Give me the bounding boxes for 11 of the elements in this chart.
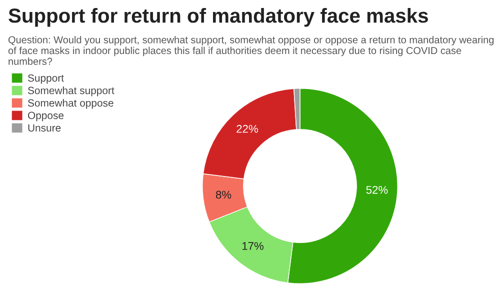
legend-label: Somewhat oppose [28, 99, 114, 109]
data-label: 52% [366, 186, 388, 194]
legend-label: Somewhat support [28, 86, 114, 96]
data-label: 17% [242, 242, 264, 250]
chart-subtitle: Question: Would you support, somewhat support, somewhat oppose or oppose a return to mandatory wearing of face masks in indoor public places this fall if authorities deem it necessary due to rising COVID case numbers? [8, 36, 494, 65]
legend-label: Support [28, 74, 64, 84]
legend-label: Oppose [28, 112, 64, 122]
chart-title: Support for return of mandatory face masks [8, 8, 428, 27]
data-label: 22% [236, 124, 258, 133]
legend-label: Unsure [28, 124, 61, 132]
data-label: 8% [216, 190, 232, 199]
